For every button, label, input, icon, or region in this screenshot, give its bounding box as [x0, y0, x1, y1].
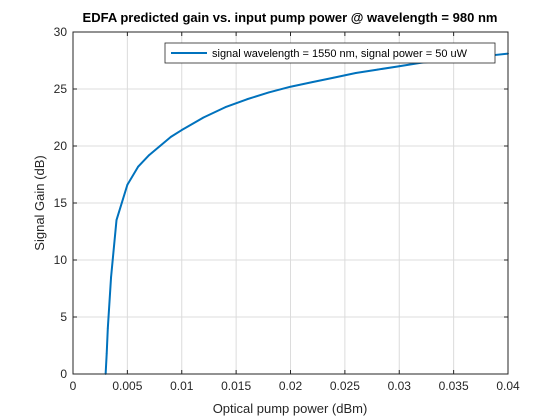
- data-point: [110, 276, 112, 278]
- x-tick-label: 0.035: [439, 379, 469, 393]
- data-point: [115, 219, 118, 222]
- x-axis-title: Optical pump power (dBm): [213, 401, 368, 416]
- y-tick-label: 30: [54, 25, 68, 39]
- data-point: [148, 154, 151, 157]
- legend-label: signal wavelength = 1550 nm, signal powe…: [212, 48, 468, 60]
- data-point: [169, 135, 172, 138]
- data-point: [311, 81, 314, 84]
- y-tick-label: 25: [54, 82, 68, 96]
- data-point: [398, 65, 401, 68]
- data-point: [126, 183, 129, 186]
- x-tick-label: 0.025: [330, 379, 360, 393]
- x-tick-label: 0.04: [496, 379, 520, 393]
- y-tick-label: 0: [60, 367, 67, 381]
- legend-box: [164, 42, 496, 64]
- data-point: [106, 327, 109, 330]
- y-tick-label: 10: [54, 253, 68, 267]
- data-point: [289, 85, 292, 88]
- data-point: [180, 129, 183, 131]
- data-point: [202, 116, 205, 119]
- data-point: [224, 106, 227, 109]
- grid: [73, 32, 508, 374]
- x-tick-label: 0.01: [170, 379, 194, 393]
- data-point: [376, 68, 379, 71]
- y-tick-label: 20: [54, 139, 68, 153]
- x-tick-label: 0: [70, 379, 77, 393]
- y-tick-label: 5: [60, 310, 67, 324]
- data-point: [267, 91, 270, 94]
- y-tick-label: 15: [54, 196, 68, 210]
- data-point: [137, 165, 140, 168]
- x-tick-label: 0.02: [279, 379, 303, 393]
- y-axis-title: Signal Gain (dB): [32, 155, 47, 250]
- x-tick-label: 0.015: [221, 379, 251, 393]
- x-tick-label: 0.005: [112, 379, 142, 393]
- x-tick-label: 0.03: [388, 379, 412, 393]
- data-point: [105, 352, 108, 355]
- data-point: [333, 76, 335, 79]
- data-point: [246, 98, 248, 101]
- ticks: 0 0.005 0.01 0.015 0.02 0.025 0.03 0.035 0.04 0 5 1…: [54, 25, 520, 393]
- data-point: [354, 72, 357, 74]
- data-point: [159, 145, 161, 147]
- chart-title: EDFA predicted gain vs. input pump power…: [83, 10, 498, 25]
- legend: signal wavelength = 1550 nm, signal powe…: [164, 42, 496, 64]
